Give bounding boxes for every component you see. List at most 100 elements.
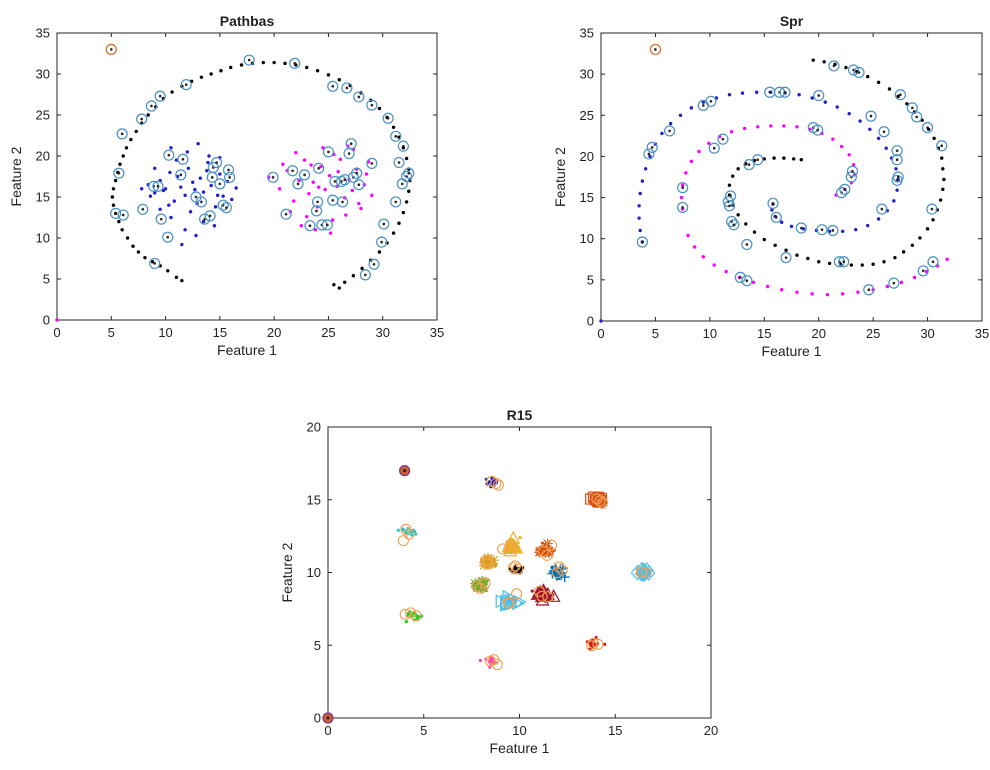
y-tick-label: 5 bbox=[43, 272, 50, 287]
data-point bbox=[736, 213, 740, 217]
data-point bbox=[846, 165, 859, 177]
cluster-representative bbox=[591, 493, 603, 505]
data-point bbox=[892, 199, 896, 203]
data-point bbox=[895, 188, 899, 192]
data-point bbox=[294, 151, 298, 155]
data-point bbox=[649, 43, 662, 56]
y-tick-label: 20 bbox=[307, 420, 321, 435]
data-point bbox=[599, 319, 603, 323]
data-point bbox=[894, 89, 906, 101]
data-point bbox=[166, 269, 170, 273]
data-point bbox=[131, 244, 135, 248]
data-point bbox=[180, 79, 192, 91]
data-point bbox=[154, 90, 166, 102]
data-point bbox=[186, 166, 191, 170]
data-point bbox=[797, 93, 801, 97]
data-point bbox=[393, 156, 405, 169]
x-tick-label: 5 bbox=[652, 326, 659, 341]
y-tick-label: 35 bbox=[580, 26, 594, 41]
data-points bbox=[599, 43, 949, 323]
cluster-marker bbox=[509, 540, 524, 554]
y-tick-label: 0 bbox=[587, 314, 594, 329]
data-point bbox=[209, 72, 213, 76]
data-point bbox=[780, 288, 784, 292]
x-tick-label: 15 bbox=[608, 723, 622, 738]
data-point bbox=[55, 318, 59, 322]
data-point bbox=[638, 191, 642, 196]
data-point bbox=[391, 231, 396, 235]
cluster-marker bbox=[638, 564, 653, 581]
data-point bbox=[302, 158, 307, 162]
y-tick-label: 0 bbox=[43, 313, 50, 328]
data-point bbox=[825, 292, 830, 297]
data-point bbox=[327, 80, 339, 92]
data-point bbox=[136, 113, 148, 125]
cluster-representative bbox=[587, 637, 599, 649]
data-point bbox=[319, 164, 323, 169]
data-point bbox=[222, 164, 235, 176]
cluster-point bbox=[414, 532, 418, 536]
data-point bbox=[378, 218, 390, 230]
cluster-representative bbox=[533, 585, 545, 597]
data-point bbox=[368, 258, 380, 270]
data-point bbox=[382, 112, 394, 124]
data-point bbox=[668, 121, 673, 126]
data-point bbox=[366, 99, 378, 111]
data-point bbox=[179, 185, 183, 189]
data-point bbox=[795, 125, 799, 129]
data-point bbox=[155, 213, 167, 225]
data-point bbox=[677, 182, 689, 194]
data-point bbox=[835, 105, 839, 109]
data-point bbox=[885, 284, 889, 289]
data-point bbox=[170, 90, 174, 94]
data-point bbox=[209, 183, 213, 188]
data-point bbox=[321, 219, 333, 231]
data-point bbox=[942, 177, 946, 182]
data-point bbox=[191, 180, 195, 184]
data-point bbox=[338, 157, 343, 161]
x-tick-label: 35 bbox=[975, 326, 989, 341]
data-point bbox=[817, 260, 821, 264]
data-point bbox=[637, 216, 641, 220]
data-point bbox=[701, 255, 706, 259]
data-point bbox=[180, 278, 184, 283]
data-point bbox=[174, 275, 179, 280]
data-point bbox=[728, 219, 740, 231]
data-point bbox=[404, 156, 409, 161]
y-tick-label: 15 bbox=[580, 190, 594, 205]
cluster-representative bbox=[545, 539, 558, 551]
cluster-representative bbox=[403, 528, 415, 540]
data-point bbox=[705, 95, 717, 107]
data-point bbox=[174, 158, 179, 162]
data-point bbox=[150, 260, 155, 264]
data-point bbox=[827, 261, 832, 266]
data-point bbox=[754, 90, 759, 94]
data-point bbox=[697, 149, 701, 154]
data-point bbox=[795, 222, 807, 234]
data-point bbox=[283, 61, 287, 66]
y-axis-label: Feature 2 bbox=[8, 146, 24, 206]
data-point bbox=[310, 205, 323, 217]
data-point bbox=[736, 167, 740, 171]
data-point bbox=[407, 189, 411, 193]
data-point bbox=[125, 236, 130, 240]
data-point bbox=[640, 179, 645, 183]
cluster-representative bbox=[553, 561, 565, 573]
data-point bbox=[729, 130, 734, 134]
data-point bbox=[678, 113, 683, 117]
cluster-representative bbox=[505, 543, 517, 555]
data-point bbox=[782, 156, 786, 160]
data-point bbox=[309, 163, 313, 167]
data-point bbox=[351, 274, 356, 278]
data-point bbox=[175, 169, 187, 181]
data-point bbox=[158, 207, 162, 211]
data-point bbox=[866, 223, 870, 228]
cluster-point bbox=[487, 480, 492, 484]
data-point bbox=[840, 229, 845, 234]
cluster-marker bbox=[502, 589, 516, 604]
data-point bbox=[230, 197, 234, 202]
data-point bbox=[906, 102, 918, 114]
y-tick-label: 15 bbox=[36, 190, 50, 205]
data-point bbox=[211, 156, 223, 169]
data-point bbox=[643, 148, 655, 160]
